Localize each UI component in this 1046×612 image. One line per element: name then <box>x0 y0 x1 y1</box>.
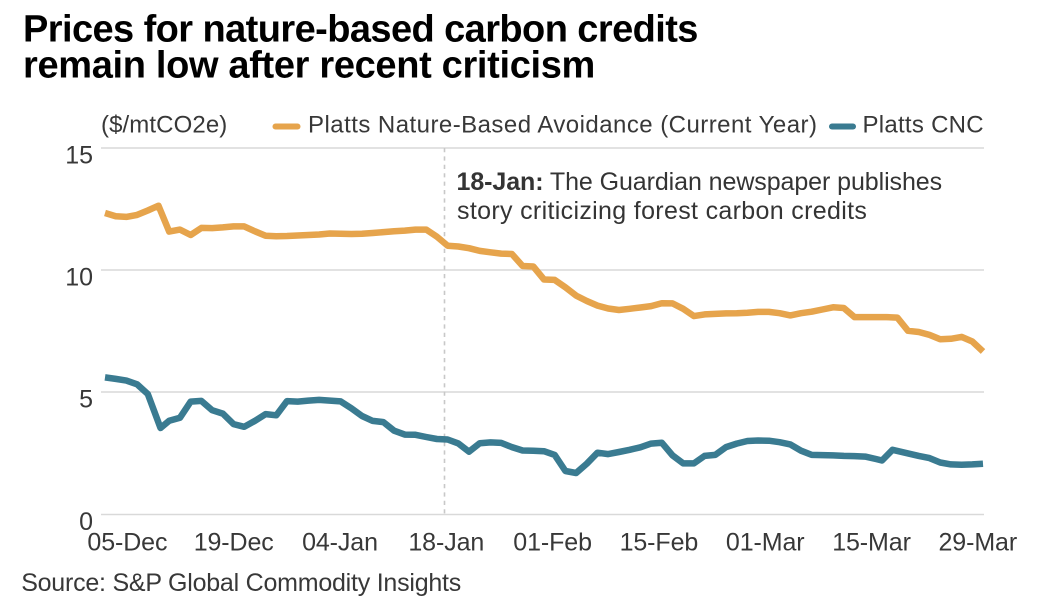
svg-text:29-Mar: 29-Mar <box>939 529 1018 557</box>
svg-text:story criticizing forest carbo: story criticizing forest carbon credits <box>457 197 867 225</box>
svg-text:10: 10 <box>65 264 93 292</box>
svg-text:Platts Nature-Based Avoidance: Platts Nature-Based Avoidance (Current Y… <box>308 112 817 139</box>
svg-text:05-Dec: 05-Dec <box>87 529 167 557</box>
svg-text:18-Jan: 18-Jan <box>408 529 484 557</box>
svg-text:remain low after recent critic: remain low after recent criticism <box>23 45 595 87</box>
svg-text:19-Dec: 19-Dec <box>194 529 274 557</box>
svg-text:0: 0 <box>79 508 93 536</box>
svg-text:Platts CNC: Platts CNC <box>863 112 984 139</box>
svg-text:18-Jan: The Guardian newspaper: 18-Jan: The Guardian newspaper publishes <box>457 168 943 196</box>
svg-text:04-Jan: 04-Jan <box>302 529 378 557</box>
svg-text:($/mtCO2e): ($/mtCO2e) <box>101 112 227 139</box>
svg-text:01-Mar: 01-Mar <box>726 529 805 557</box>
svg-text:15-Mar: 15-Mar <box>832 529 911 557</box>
svg-text:15: 15 <box>65 142 93 170</box>
svg-text:Prices for nature-based carbon: Prices for nature-based carbon credits <box>23 8 698 50</box>
svg-text:15-Feb: 15-Feb <box>620 529 699 557</box>
svg-text:5: 5 <box>79 386 93 414</box>
svg-text:Source: S&P Global Commodity I: Source: S&P Global Commodity Insights <box>21 569 461 597</box>
svg-text:01-Feb: 01-Feb <box>513 529 592 557</box>
